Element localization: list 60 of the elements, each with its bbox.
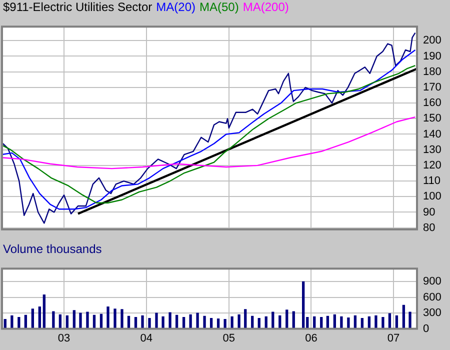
bar [382,316,384,329]
bar [347,317,350,329]
bar [286,310,288,329]
y-tick-label: 180 [423,66,442,78]
bar [189,314,192,329]
chart-title: $911-Electric Utilities Sector [3,0,152,14]
y-tick-label: 170 [423,81,442,94]
y-tick-label: 0 [423,322,430,335]
bar [230,316,234,329]
y-tick-label: 300 [423,307,442,320]
y-tick-label: 120 [423,159,442,172]
y-tick-label: 200 [423,34,442,47]
chart-title: Volume thousands [3,242,102,256]
bar [155,312,158,329]
x-tick-label: 03 [58,332,70,344]
bar [224,319,226,329]
x-tick-label: 05 [222,332,236,344]
y-tick-label: 150 [423,112,442,125]
y-tick-label: 90 [423,206,436,218]
y-tick-label: 80 [423,222,436,234]
bar [168,312,172,329]
text: MA(200) [242,0,289,14]
bar [402,304,406,329]
text: MA(20) [156,0,196,14]
bar [72,310,76,329]
bar [141,315,144,329]
bar [79,312,82,329]
bar [408,312,412,329]
bar [196,312,199,329]
bar [106,306,110,329]
bar [86,312,89,329]
y-tick-label: 600 [423,291,442,304]
bar [31,308,34,329]
bar [38,306,41,329]
x-tick-label: 06 [305,332,318,344]
x-tick-label: 04 [140,332,152,344]
bar [10,315,14,329]
bar [244,309,247,329]
bar [238,314,240,329]
text: MA(50) [200,0,239,14]
x-tick-label: 07 [387,332,400,344]
bar [340,316,343,329]
bar [272,312,274,329]
bar [42,294,46,329]
y-tick-label: 130 [423,144,442,156]
bar [148,318,151,329]
bar [292,311,295,329]
y-tick-label: 900 [423,276,442,288]
bar [52,311,55,329]
bar [203,316,206,329]
bar [302,281,305,329]
y-tick-label: 190 [423,50,442,62]
y-tick-label: 140 [423,128,442,140]
bar [114,308,116,329]
bar [162,316,164,329]
y-tick-label: 110 [423,175,441,188]
bar [374,315,378,329]
y-tick-label: 100 [423,190,442,203]
bar [120,309,124,329]
y-tick-label: 160 [423,97,442,110]
